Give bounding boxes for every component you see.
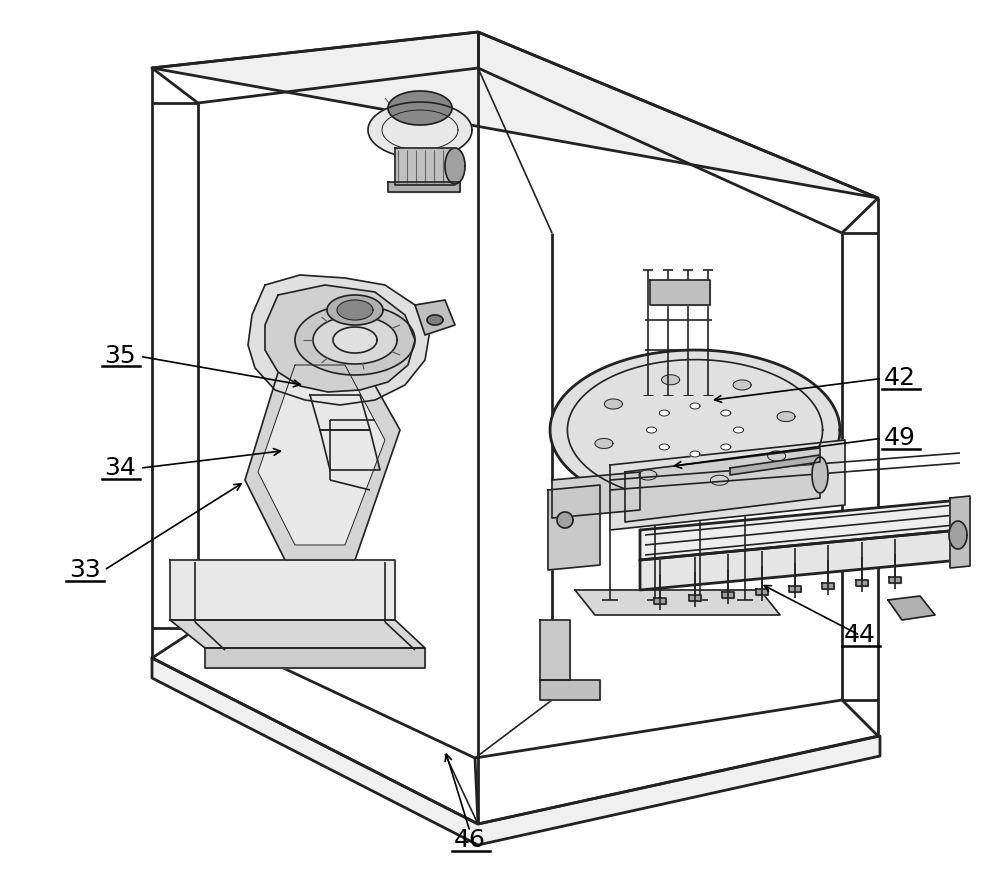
Polygon shape	[313, 316, 397, 364]
Polygon shape	[647, 427, 656, 433]
Polygon shape	[595, 438, 613, 449]
Text: 34: 34	[104, 456, 136, 480]
Polygon shape	[721, 444, 731, 450]
Polygon shape	[789, 586, 801, 592]
Polygon shape	[540, 680, 600, 700]
Polygon shape	[625, 448, 820, 522]
Polygon shape	[777, 412, 795, 422]
Polygon shape	[540, 620, 570, 680]
Polygon shape	[575, 590, 780, 615]
Polygon shape	[650, 280, 710, 305]
Polygon shape	[710, 475, 728, 485]
Polygon shape	[768, 451, 786, 461]
Polygon shape	[548, 485, 600, 570]
Polygon shape	[368, 102, 472, 158]
Polygon shape	[337, 300, 373, 320]
Polygon shape	[258, 365, 385, 545]
Text: 35: 35	[104, 344, 136, 369]
Polygon shape	[856, 580, 868, 586]
Polygon shape	[170, 620, 425, 648]
Text: 46: 46	[454, 828, 486, 853]
Polygon shape	[689, 595, 701, 601]
Text: 49: 49	[884, 426, 916, 451]
Polygon shape	[427, 315, 443, 325]
Polygon shape	[415, 300, 455, 335]
Polygon shape	[310, 395, 370, 430]
Polygon shape	[690, 451, 700, 457]
Polygon shape	[822, 583, 834, 589]
Polygon shape	[690, 403, 700, 409]
Polygon shape	[722, 592, 734, 598]
Polygon shape	[639, 470, 657, 480]
Polygon shape	[320, 430, 380, 470]
Polygon shape	[812, 457, 828, 493]
Polygon shape	[388, 182, 460, 192]
Polygon shape	[152, 658, 880, 845]
Text: 33: 33	[69, 558, 101, 583]
Polygon shape	[265, 285, 415, 392]
Polygon shape	[733, 380, 751, 390]
Polygon shape	[552, 472, 640, 518]
Polygon shape	[721, 410, 731, 416]
Polygon shape	[170, 560, 395, 620]
Polygon shape	[295, 305, 415, 375]
Text: 44: 44	[844, 623, 876, 648]
Polygon shape	[640, 500, 960, 560]
Polygon shape	[557, 512, 573, 528]
Polygon shape	[327, 295, 383, 325]
Polygon shape	[245, 350, 400, 560]
Polygon shape	[550, 350, 840, 510]
Polygon shape	[659, 410, 669, 416]
Polygon shape	[333, 327, 377, 353]
Text: 42: 42	[884, 366, 916, 391]
Polygon shape	[659, 444, 669, 450]
Polygon shape	[640, 530, 960, 590]
Polygon shape	[248, 275, 430, 405]
Polygon shape	[662, 375, 680, 385]
Polygon shape	[205, 648, 425, 668]
Polygon shape	[888, 596, 935, 620]
Polygon shape	[604, 399, 622, 409]
Polygon shape	[445, 148, 465, 184]
Polygon shape	[889, 577, 901, 583]
Polygon shape	[949, 521, 967, 549]
Polygon shape	[610, 440, 845, 530]
Polygon shape	[734, 427, 744, 433]
Polygon shape	[730, 455, 820, 475]
Polygon shape	[654, 598, 666, 604]
Polygon shape	[152, 32, 878, 198]
Polygon shape	[756, 589, 768, 595]
Polygon shape	[395, 148, 455, 185]
Polygon shape	[950, 496, 970, 568]
Polygon shape	[388, 91, 452, 125]
